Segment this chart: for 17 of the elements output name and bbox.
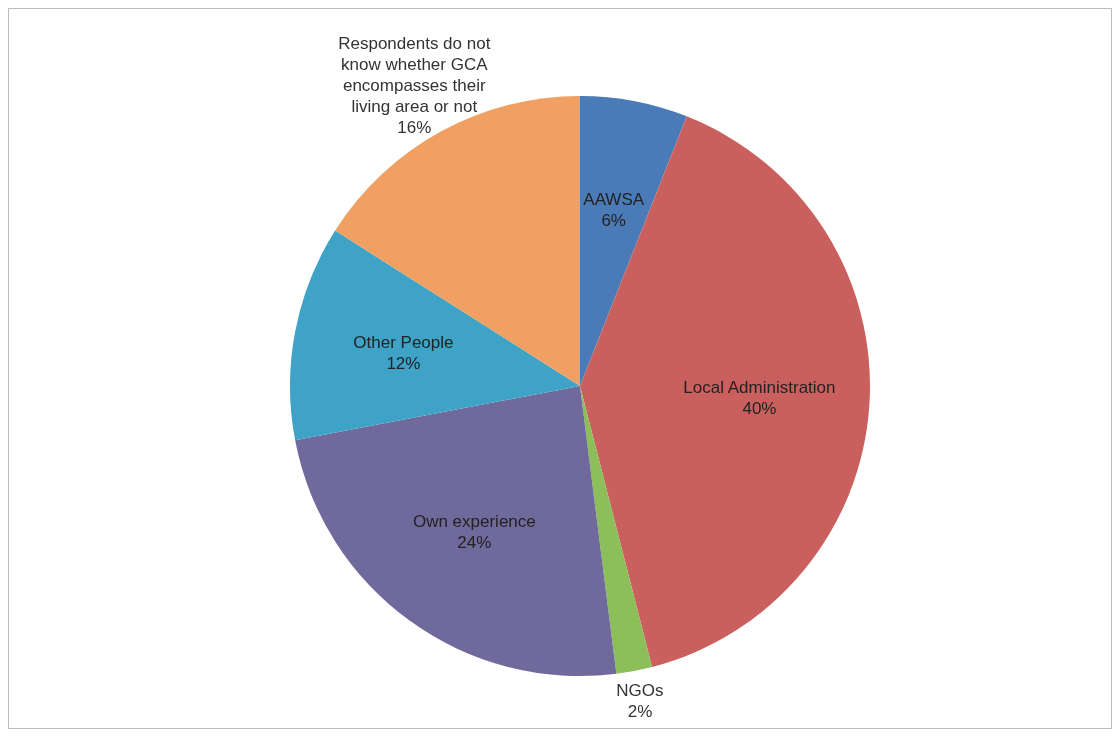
- slice-label: NGOs: [616, 680, 664, 700]
- pie-slice: [295, 386, 617, 676]
- pie-slice: [580, 116, 870, 667]
- pie-slice: [335, 96, 580, 386]
- slice-label: Own experience: [412, 511, 536, 531]
- data-label: 40%: [742, 398, 777, 418]
- slice-label: Local Administration: [683, 377, 836, 397]
- data-label: 24%: [457, 532, 492, 552]
- pie-slice: [580, 386, 653, 674]
- slice-label: Other People: [353, 332, 454, 352]
- slice-label: AAWSA: [583, 189, 645, 209]
- data-label: 6%: [601, 210, 626, 230]
- slice-label: Respondents do not know whether GCA encompasses their living area or not: [338, 33, 491, 116]
- data-label: 12%: [386, 353, 421, 373]
- pie-slice: [290, 230, 580, 441]
- data-label: 2%: [627, 701, 653, 721]
- data-label: 16%: [397, 117, 432, 137]
